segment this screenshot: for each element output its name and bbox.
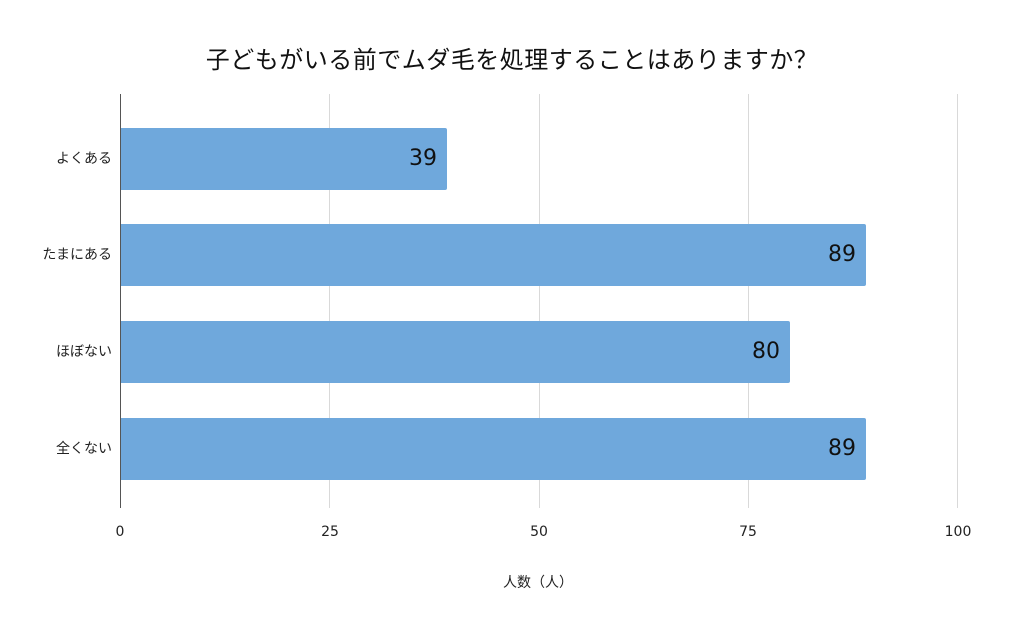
x-tick-label: 100 [944,524,972,540]
bar-value-label: 80 [752,339,780,364]
bar-value-label: 89 [828,436,856,461]
gridline-75 [748,94,749,508]
bar-tamani-aru: 89 [120,224,866,286]
chart-title: 子どもがいる前でムダ毛を処理することはありますか？ [205,46,819,74]
gridline-25 [329,94,330,508]
bar-mattaku-nai: 89 [120,418,866,480]
category-label: ほぼない [56,344,112,360]
category-label: たまにある [42,247,112,263]
category-label: よくある [56,151,112,167]
bar-yoku-aru: 39 [120,128,447,190]
x-axis-title: 人数（人） [503,575,573,591]
x-tick-label: 50 [530,524,548,540]
bar-hobo-nai: 80 [120,321,790,383]
y-axis-line [120,94,121,508]
gridline-50 [539,94,540,508]
x-tick-label: 0 [115,524,125,540]
gridline-100 [957,94,958,508]
x-tick-label: 75 [739,524,757,540]
bar-value-label: 39 [409,146,437,171]
plot-area: 39 89 80 89 [120,94,958,508]
bar-value-label: 89 [828,242,856,267]
category-label: 全くない [56,441,112,457]
x-tick-label: 25 [321,524,339,540]
